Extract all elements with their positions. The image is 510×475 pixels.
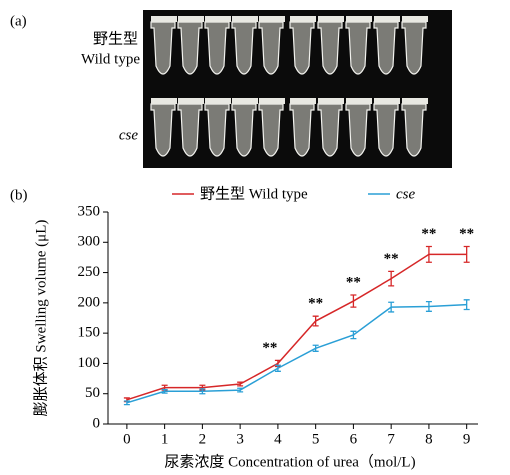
y-tick-label: 0	[93, 415, 101, 431]
series-line	[126, 303, 467, 404]
error-bar	[199, 388, 206, 395]
error-bar	[312, 315, 319, 327]
error-bar	[350, 330, 357, 340]
row-label: Wild type	[81, 51, 140, 67]
y-tick-label: 250	[78, 264, 101, 280]
series-line	[126, 253, 467, 401]
error-bar	[388, 301, 395, 313]
error-bar	[274, 364, 281, 372]
error-bar	[463, 299, 470, 311]
x-tick-label: 2	[199, 431, 207, 447]
error-bar	[161, 388, 168, 394]
y-tick-label: 350	[78, 203, 101, 219]
y-tick-label: 150	[78, 325, 101, 341]
panel-label: (b)	[10, 187, 28, 203]
significance: **	[346, 274, 361, 290]
y-axis-label: 膨胀体积 Swelling volume (μL)	[32, 220, 49, 417]
x-tick-label: 9	[463, 431, 471, 447]
significance: **	[308, 296, 323, 312]
error-bar	[463, 245, 470, 263]
y-tick-label: 200	[78, 294, 101, 310]
error-bar	[388, 270, 395, 287]
panel-label: (a)	[10, 13, 27, 29]
error-bar	[350, 294, 357, 308]
x-tick-label: 6	[350, 431, 358, 447]
error-bar	[237, 381, 244, 387]
y-tick-label: 50	[85, 385, 100, 401]
significance: **	[262, 340, 277, 356]
error-bar	[425, 245, 432, 263]
legend-label: cse	[396, 186, 415, 202]
significance: **	[421, 226, 436, 242]
x-tick-label: 7	[387, 431, 395, 447]
error-bar	[123, 400, 130, 406]
error-bar	[425, 300, 432, 312]
x-tick-label: 5	[312, 431, 320, 447]
x-tick-label: 1	[161, 431, 169, 447]
y-tick-label: 300	[78, 234, 101, 250]
x-tick-label: 3	[236, 431, 244, 447]
x-tick-label: 4	[274, 431, 282, 447]
error-bar	[237, 387, 244, 393]
row-label: 野生型	[93, 30, 138, 47]
significance: **	[384, 251, 399, 267]
x-tick-label: 0	[123, 431, 131, 447]
x-tick-label: 8	[425, 431, 433, 447]
x-axis-label: 尿素浓度 Concentration of urea（mol/L)	[164, 453, 415, 470]
y-tick-label: 100	[78, 355, 101, 371]
row-label: cse	[119, 127, 138, 143]
legend-label: 野生型 Wild type	[200, 185, 308, 202]
significance: **	[459, 226, 474, 242]
error-bar	[312, 344, 319, 352]
